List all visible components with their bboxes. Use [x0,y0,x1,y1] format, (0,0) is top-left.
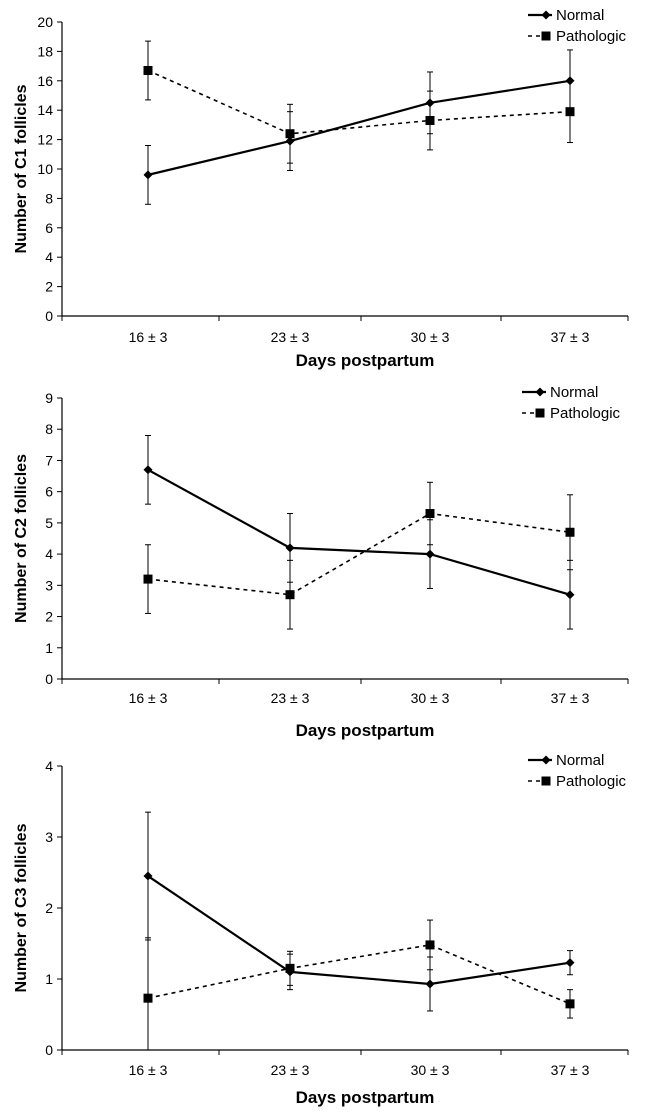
y-tick-label-c1: 2 [45,279,53,295]
data-point-pathologic [565,107,575,117]
legend-label-normal: Normal [550,384,598,401]
legend-marker-normal [541,10,551,20]
y-tick-label-c1: 14 [37,102,53,118]
legend-c2: Normal Pathologic [522,384,621,422]
x-axis-label-c2: Days postpartum [296,721,435,740]
x-axis-label-c1: Days postpartum [296,351,435,370]
y-tick-label-c2: 9 [45,390,53,406]
legend-label-pathologic: Pathologic [556,28,627,45]
legend-marker-pathologic [541,776,551,786]
legend-marker-normal [541,755,551,765]
data-point-pathologic [143,574,153,584]
y-tick-label-c1: 0 [45,308,53,324]
data-point-pathologic [285,963,295,973]
y-tick-label-c2: 3 [45,577,53,593]
x-tick-label-c3: 30 ± 3 [411,1062,450,1078]
x-tick-label-c2: 30 ± 3 [411,690,450,706]
series-pathologic-c2 [143,481,575,630]
legend-label-pathologic: Pathologic [556,773,627,790]
legend-label-normal: Normal [556,7,604,24]
x-tick-label-c3: 37 ± 3 [551,1062,590,1078]
y-tick-label-c3: 4 [45,758,53,774]
data-point-normal [143,170,153,180]
legend-marker-normal [535,387,545,397]
series-pathologic-c1 [143,40,575,164]
chart-panel-c3: 0 1 2 3 4 16 ± 3 23 ± 3 30 ± 3 37 ± 3 Days postpa… [13,752,629,1107]
series-pathologic-c3 [143,919,575,1051]
y-tick-label-c1: 18 [37,43,53,59]
series-line-pathologic [147,944,571,1005]
data-point-pathologic [143,66,153,76]
y-tick-label-c2: 0 [45,671,53,687]
y-tick-label-c1: 6 [45,220,53,236]
y-tick-label-c3: 2 [45,900,53,916]
data-point-pathologic [425,115,435,125]
y-tick-label-c3: 1 [45,971,53,987]
y-tick-label-c1: 12 [37,132,53,148]
y-axis-label-c2: Number of C2 follicles [13,454,30,623]
legend-label-pathologic: Pathologic [550,405,621,422]
data-point-pathologic [285,129,295,139]
y-tick-label-c1: 8 [45,190,53,206]
y-tick-label-c1: 4 [45,249,53,265]
x-tick-label-c3: 23 ± 3 [271,1062,310,1078]
y-tick-label-c2: 7 [45,452,53,468]
data-point-normal [143,871,153,881]
data-point-pathologic [425,509,435,519]
x-tick-label-c1: 23 ± 3 [271,329,310,345]
x-tick-label-c2: 23 ± 3 [271,690,310,706]
y-tick-label-c1: 10 [37,161,53,177]
legend-label-normal: Normal [556,752,604,769]
data-point-pathologic [565,999,575,1009]
data-point-normal [565,958,575,968]
y-tick-label-c2: 2 [45,609,53,625]
x-tick-label-c1: 16 ± 3 [129,329,168,345]
y-tick-label-c1: 16 [37,73,53,89]
legend-c1: Normal Pathologic [528,7,627,45]
data-point-pathologic [425,940,435,950]
x-tick-label-c2: 37 ± 3 [551,690,590,706]
y-tick-label-c2: 4 [45,546,53,562]
data-point-normal [143,465,153,475]
data-point-normal [285,543,295,553]
legend-marker-pathologic [541,31,551,41]
series-line-pathologic [147,69,571,135]
y-tick-label-c2: 6 [45,484,53,500]
series-line-normal [147,79,571,176]
y-tick-label-c2: 5 [45,515,53,531]
x-tick-label-c1: 30 ± 3 [411,329,450,345]
data-point-normal [425,979,435,989]
y-tick-label-c3: 0 [45,1042,53,1058]
series-line-normal [147,468,571,596]
y-axis-label-c1: Number of C1 follicles [13,84,30,253]
chart-panel-c1: 0 2 4 6 8 10 12 14 16 18 20 16 ± 3 23 ± 3 30 ± 3 37 ± … [13,7,629,370]
y-axis-label-c3: Number of C3 follicles [13,823,30,992]
data-point-normal [565,590,575,600]
y-tick-label-c2: 1 [45,640,53,656]
legend-marker-pathologic [535,408,545,418]
chart-panel-c2: 0 1 2 3 4 5 6 7 8 9 16 ± 3 23 ± 3 30 ± 3 37 ± 3 Days p… [13,384,629,740]
x-tick-label-c1: 37 ± 3 [551,329,590,345]
data-point-pathologic [565,527,575,537]
data-point-pathologic [143,993,153,1003]
y-tick-label-c2: 8 [45,421,53,437]
data-point-pathologic [285,590,295,600]
data-point-normal [425,549,435,559]
legend-c3: Normal Pathologic [528,752,627,790]
x-tick-label-c3: 16 ± 3 [129,1062,168,1078]
series-line-normal [147,875,571,986]
y-tick-label-c3: 3 [45,829,53,845]
series-normal-c2 [143,434,575,630]
y-tick-label-c1: 20 [37,14,53,30]
x-axis-label-c3: Days postpartum [296,1088,435,1107]
x-tick-label-c2: 16 ± 3 [129,690,168,706]
